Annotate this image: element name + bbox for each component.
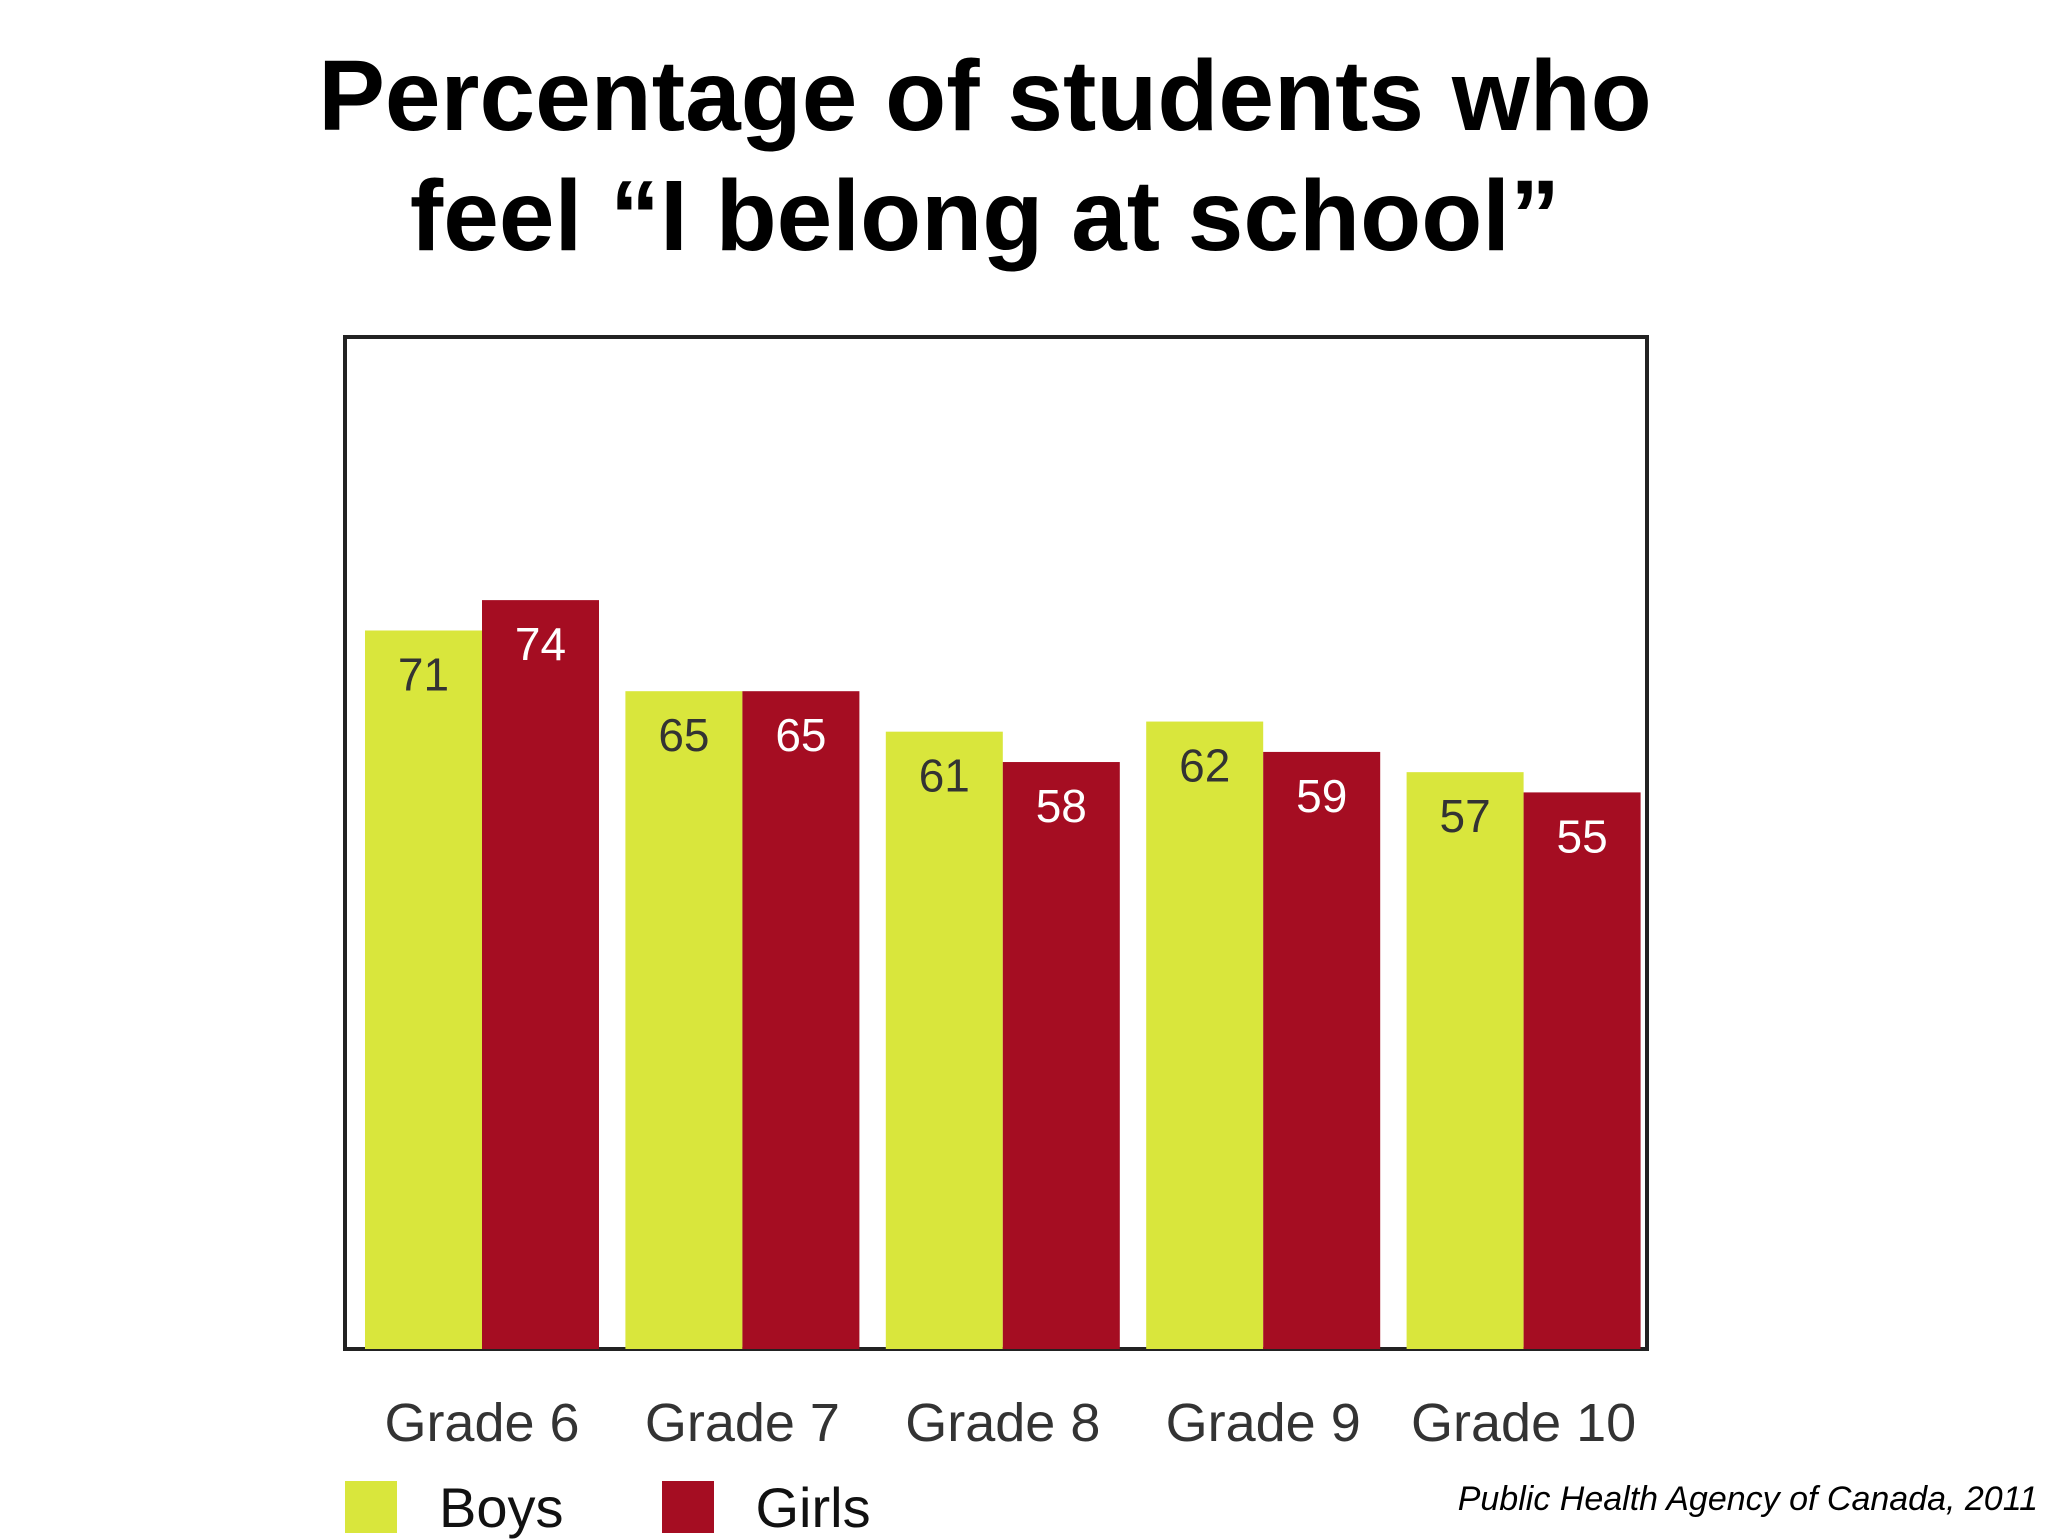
- bar-boys-grade-7: [625, 691, 743, 1349]
- legend-item-girls: Girls: [661, 1475, 871, 1540]
- bar-girls-grade-8: [1002, 762, 1120, 1349]
- x-tick-label-grade-6: Grade 6: [384, 1393, 579, 1453]
- x-tick-label-grade-9: Grade 9: [1166, 1393, 1361, 1453]
- bar-girls-grade-9: [1263, 751, 1381, 1349]
- bar-girls-grade-10: [1523, 792, 1641, 1349]
- chart-title-line-2: feel “I belong at school”: [409, 160, 1561, 272]
- bar-boys-grade-9: [1146, 721, 1264, 1349]
- legend: Boys Girls: [345, 1474, 969, 1540]
- legend-item-boys: Boys: [345, 1475, 564, 1540]
- data-labels-layer: 71 74 65 65 61 58 62 59 57 55: [398, 618, 1608, 862]
- data-label-boys-grade-8: 61: [919, 750, 970, 802]
- data-label-boys-grade-9: 62: [1179, 740, 1230, 792]
- data-label-girls-grade-9: 59: [1296, 770, 1347, 822]
- bar-boys-grade-6: [365, 630, 482, 1349]
- data-label-girls-grade-6: 74: [515, 618, 566, 670]
- bar-girls-grade-7: [742, 691, 860, 1349]
- legend-label-girls: Girls: [755, 1475, 871, 1539]
- legend-label-boys: Boys: [439, 1475, 564, 1539]
- legend-swatch-boys: [345, 1481, 397, 1533]
- chart-title: Percentage of students who feel “I belon…: [0, 36, 1970, 276]
- x-tick-label-grade-7: Grade 7: [645, 1393, 840, 1453]
- data-label-girls-grade-7: 65: [775, 709, 826, 761]
- x-tick-label-grade-10: Grade 10: [1411, 1393, 1636, 1453]
- source-citation: Public Health Agency of Canada, 2011: [1457, 1480, 2038, 1518]
- legend-swatch-girls: [661, 1481, 714, 1533]
- bar-boys-grade-10: [1406, 772, 1524, 1349]
- data-label-girls-grade-8: 58: [1036, 780, 1087, 832]
- chart-title-line-1: Percentage of students who: [318, 40, 1652, 152]
- data-label-boys-grade-7: 65: [658, 709, 709, 761]
- data-label-boys-grade-10: 57: [1440, 790, 1491, 842]
- x-tick-label-grade-8: Grade 8: [905, 1393, 1100, 1453]
- x-tick-labels-layer: Grade 6 Grade 7 Grade 8 Grade 9 Grade 10: [384, 1393, 1636, 1453]
- data-label-girls-grade-10: 55: [1557, 810, 1608, 862]
- bar-boys-grade-8: [885, 731, 1003, 1349]
- data-label-boys-grade-6: 71: [398, 648, 449, 700]
- bars-layer: [365, 600, 1641, 1349]
- bar-girls-grade-6: [482, 600, 599, 1349]
